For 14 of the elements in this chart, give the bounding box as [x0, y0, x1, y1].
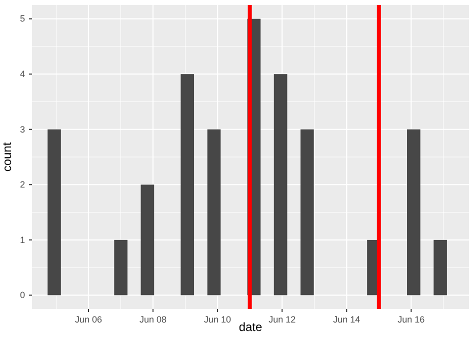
x-tick-label: Jun 12 — [268, 314, 296, 324]
y-tick-label: 4 — [20, 68, 25, 79]
x-axis-title: date — [238, 320, 262, 334]
x-tick-label: Jun 06 — [74, 314, 102, 324]
y-tick-label: 5 — [20, 14, 25, 24]
x-tick-label: Jun 08 — [140, 314, 167, 324]
x-tick-label: Jun 14 — [333, 314, 360, 324]
y-tick-label: 0 — [20, 290, 25, 300]
x-tick-label: Jun 10 — [204, 314, 232, 324]
y-tick-label: 2 — [20, 180, 25, 190]
y-axis-title: count — [0, 142, 14, 172]
x-tick-label: Jun 16 — [398, 314, 425, 324]
y-tick-label: 3 — [20, 124, 25, 134]
y-tick-label: 1 — [20, 234, 25, 245]
